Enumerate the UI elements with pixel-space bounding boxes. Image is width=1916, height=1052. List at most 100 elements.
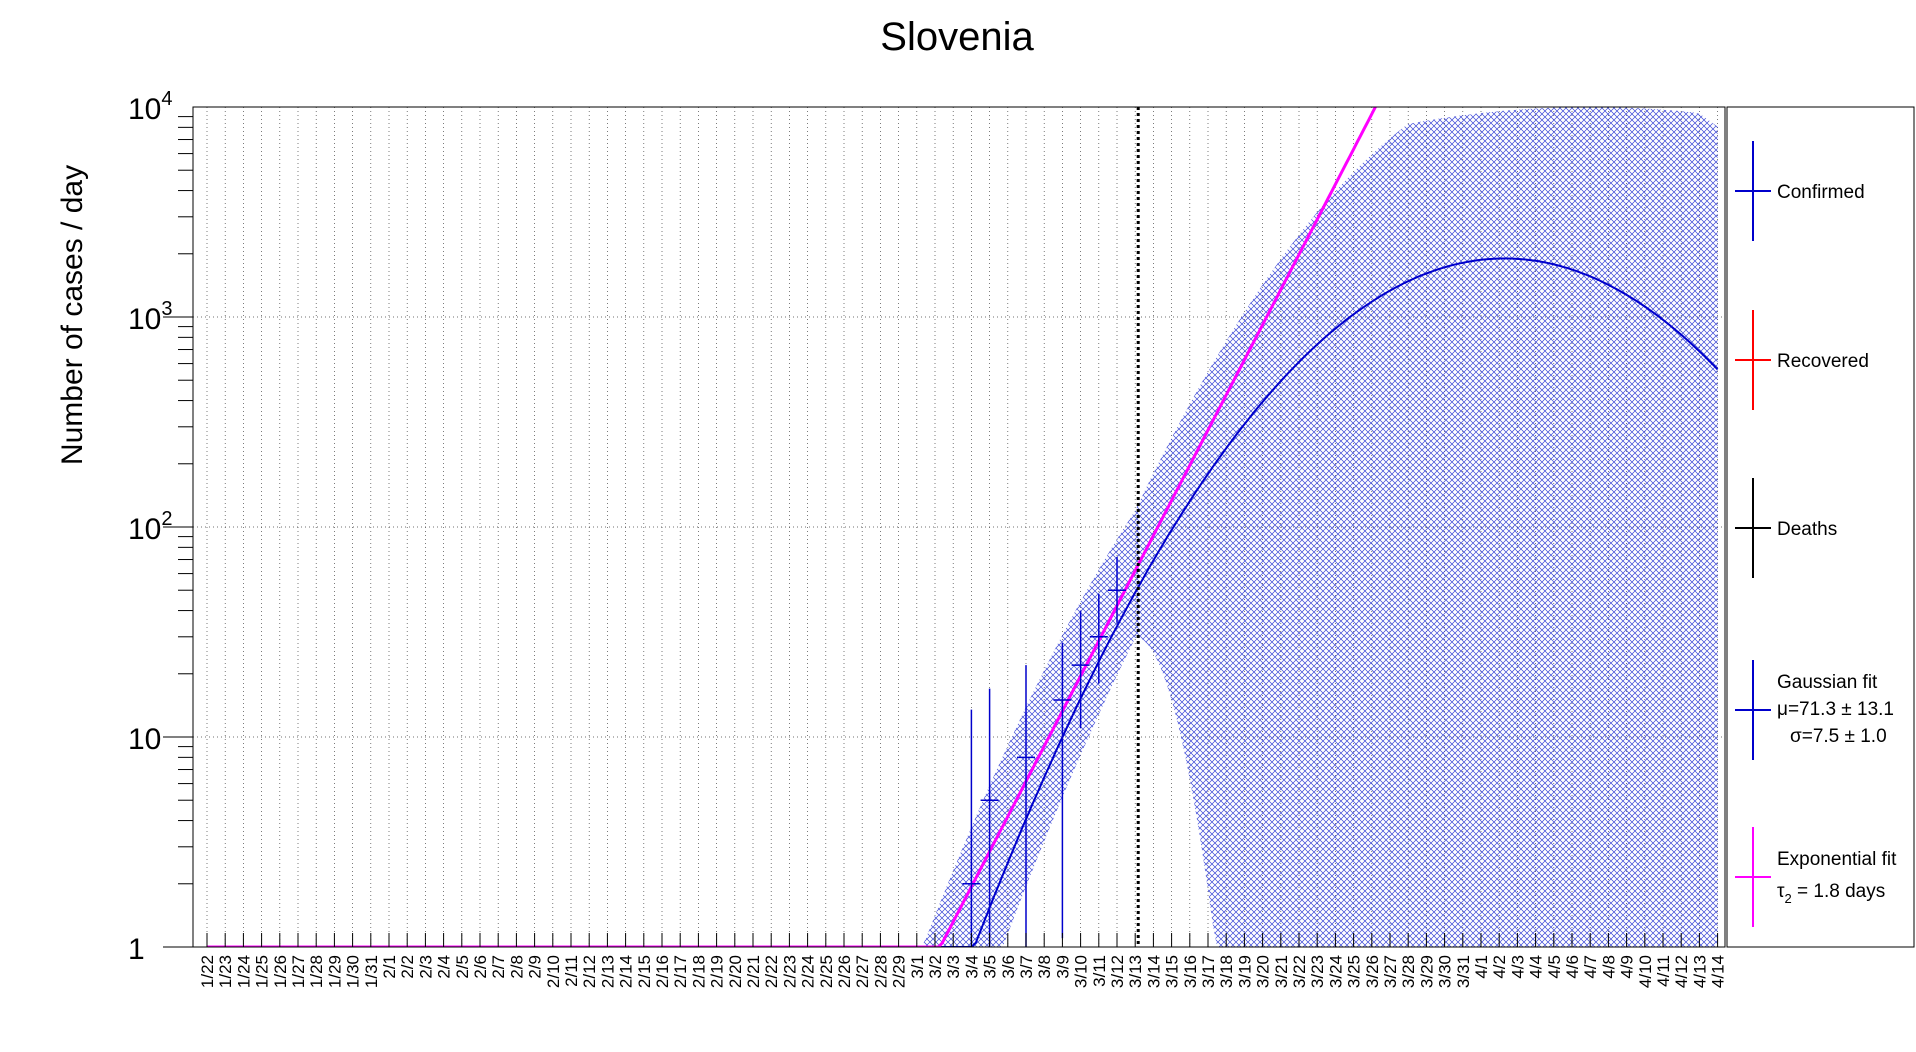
x-tick-label: 3/27 [1381,955,1400,988]
x-tick-label: 4/1 [1472,955,1491,979]
x-tick-label: 2/29 [890,955,909,988]
x-tick-label: 1/22 [198,955,217,988]
x-tick-label: 4/13 [1690,955,1709,988]
x-tick-label: 2/23 [780,955,799,988]
x-tick-label: 2/26 [835,955,854,988]
x-tick-label: 2/19 [708,955,727,988]
y-tick-exponent: 3 [161,298,172,320]
x-tick-label: 2/25 [817,955,836,988]
x-tick-label: 1/23 [216,955,235,988]
x-tick-label: 3/8 [1035,955,1054,979]
x-tick-label: 2/15 [635,955,654,988]
x-tick-label: 3/30 [1436,955,1455,988]
x-tick-label: 2/24 [799,955,818,988]
x-tick-label: 3/4 [962,955,981,979]
fit-curves [207,107,1719,947]
legend-label: Recovered [1777,351,1869,372]
y-tick-label: 103 [128,298,173,336]
x-tick-label: 3/24 [1326,955,1345,988]
gaussian-band-area [844,107,1718,947]
x-tick-label: 2/8 [507,955,526,979]
x-tick-label: 2/4 [435,955,454,979]
x-tick-label: 3/13 [1126,955,1145,988]
x-tick-label: 2/22 [762,955,781,988]
x-tick-label: 1/25 [253,955,272,988]
x-tick-label: 2/1 [380,955,399,979]
x-tick-label: 2/17 [671,955,690,988]
x-tick-label: 3/26 [1363,955,1382,988]
x-tick-label: 3/9 [1053,955,1072,979]
x-tick-label: 3/1 [908,955,927,979]
confirmed-points [962,556,1126,947]
x-tick-label: 2/21 [744,955,763,988]
x-tick-label: 2/18 [689,955,708,988]
x-tick-label: 3/3 [944,955,963,979]
x-tick-label: 3/12 [1108,955,1127,988]
legend-label-tau: τ2 = 1.8 days [1777,881,1885,906]
y-tick-base: 10 [128,723,161,756]
x-tick-label: 1/26 [271,955,290,988]
y-tick-base: 10 [128,303,161,336]
y-tick-exponent: 2 [161,508,172,530]
x-tick-label: 3/29 [1417,955,1436,988]
x-tick-label: 2/28 [871,955,890,988]
tau-symbol: τ [1777,881,1785,902]
y-tick-label: 10 [128,723,161,756]
x-tick-label: 3/10 [1072,955,1091,988]
x-tick-label: 3/28 [1399,955,1418,988]
legend-label: Deaths [1777,519,1837,540]
x-tick-label: 1/30 [344,955,363,988]
x-tick-label: 3/7 [1017,955,1036,979]
y-tick-exponent: 4 [161,88,172,110]
x-tick-label: 4/12 [1672,955,1691,988]
gaussian-fit-error-band [844,107,1718,947]
y-tick-label: 102 [128,508,173,546]
legend-label-sigma: σ=7.5 ± 1.0 [1790,726,1887,747]
x-tick-label: 2/16 [653,955,672,988]
x-tick-label: 3/16 [1181,955,1200,988]
x-tick-label: 4/3 [1508,955,1527,979]
x-tick-label: 4/10 [1636,955,1655,988]
x-tick-label: 3/17 [1199,955,1218,988]
x-tick-label: 4/4 [1527,955,1546,979]
x-tick-label: 2/2 [398,955,417,979]
y-tick-base: 1 [128,933,145,966]
x-tick-label: 3/19 [1235,955,1254,988]
x-tick-label: 4/14 [1709,955,1728,988]
x-tick-label: 2/7 [489,955,508,979]
x-tick-label: 4/7 [1581,955,1600,979]
x-tick-label: 3/6 [999,955,1018,979]
x-tick-label: 2/9 [526,955,545,979]
x-tick-label: 3/14 [1144,955,1163,988]
legend-label-mu: μ=71.3 ± 13.1 [1777,699,1894,720]
x-tick-label: 2/6 [471,955,490,979]
x-tick-label: 3/15 [1163,955,1182,988]
y-tick-label: 104 [128,88,173,126]
x-tick-label: 4/8 [1599,955,1618,979]
x-tick-label: 3/21 [1272,955,1291,988]
y-tick-base: 10 [128,93,161,126]
x-tick-label: 2/5 [453,955,472,979]
tau-value: = 1.8 days [1792,881,1885,902]
y-axis-label: Number of cases / day [56,165,89,465]
x-tick-label: 4/11 [1654,955,1673,987]
x-tick-label: 3/2 [926,955,945,979]
x-tick-label: 2/3 [416,955,435,979]
x-tick-label: 2/14 [617,955,636,988]
x-tick-label: 1/29 [325,955,344,988]
x-tick-label: 3/5 [981,955,1000,979]
x-tick-label: 3/25 [1345,955,1364,988]
x-tick-label: 3/22 [1290,955,1309,988]
x-tick-label: 2/12 [580,955,599,988]
exponential-fit-curve [207,107,1378,947]
x-tick-label: 3/23 [1308,955,1327,988]
tau-subscript: 2 [1785,891,1792,906]
y-tick-label: 1 [128,933,145,966]
legend-label: Confirmed [1777,182,1865,203]
x-tick-label: 4/6 [1563,955,1582,979]
y-tick-base: 10 [128,513,161,546]
x-tick-label: 4/2 [1490,955,1509,979]
x-tick-label: 4/9 [1618,955,1637,979]
legend-label: Gaussian fit [1777,672,1878,693]
